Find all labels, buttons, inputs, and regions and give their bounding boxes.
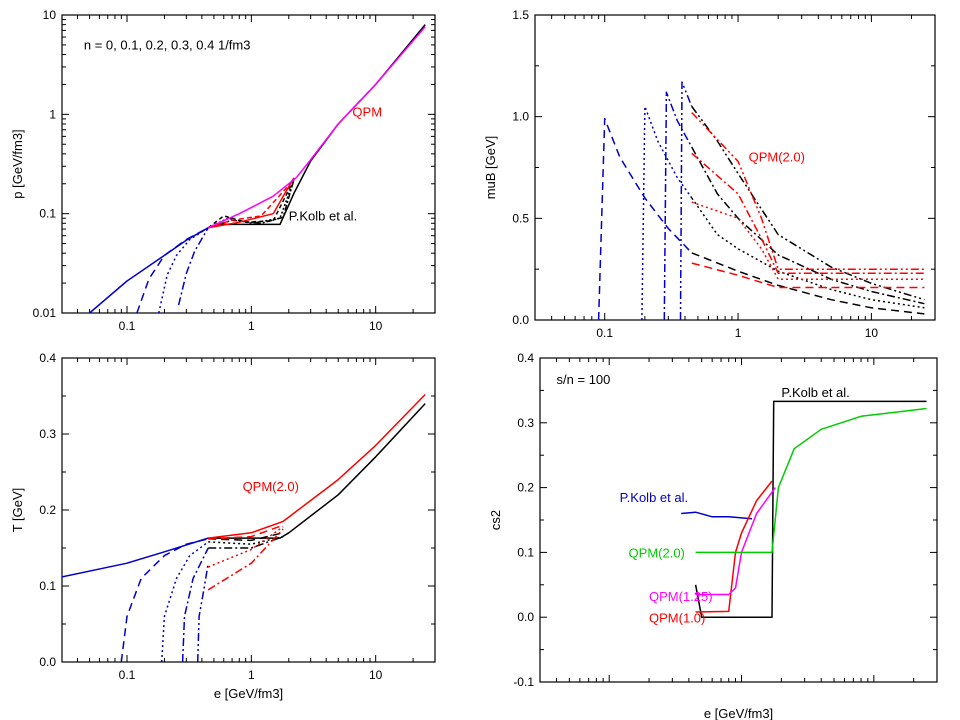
annotation-s-n-100: s/n = 100 <box>557 372 611 387</box>
plot-frame-p <box>61 14 436 314</box>
x-tick-label: 0.1 <box>596 326 613 340</box>
y-tick-label: 0.3 <box>39 427 56 441</box>
x-axis-label: e [GeV/fm3] <box>214 686 283 701</box>
series-line-muB-2 <box>663 91 693 320</box>
y-tick-label: 0.1 <box>39 579 56 593</box>
y-tick-label: 0.2 <box>39 503 56 517</box>
y-axis-label: p [GeV/fm3] <box>10 129 25 198</box>
x-axis-label: e [GeV/fm3] <box>704 706 773 720</box>
y-axis-label: T [GeV] <box>10 488 25 533</box>
series-line-muB-6 <box>691 146 925 305</box>
x-tick-label: 10 <box>865 326 879 340</box>
y-tick-label: 10 <box>43 8 57 22</box>
y-tick-label: 0.0 <box>512 313 529 327</box>
y-tick-label: 0.5 <box>512 211 529 225</box>
series-line-p-8 <box>208 177 295 229</box>
series-line-p-2 <box>158 227 209 313</box>
series-line-p-6 <box>207 179 295 229</box>
y-tick-label: 0.1 <box>517 545 534 559</box>
series-line-T-6 <box>208 532 284 542</box>
series-line-T-10 <box>208 524 284 540</box>
series-line-muB-9 <box>691 201 925 281</box>
y-tick-label: 0.3 <box>517 416 534 430</box>
y-tick-label: 0.0 <box>517 610 534 624</box>
y-axis-label: cs2 <box>488 510 503 530</box>
annotation-qpm: QPM <box>352 105 382 120</box>
y-tick-label: 1.5 <box>512 8 529 22</box>
series-line-muB-7 <box>691 106 925 301</box>
x-tick-label: 1 <box>248 668 255 682</box>
series-group-p <box>89 24 426 313</box>
annotation-qpm-1-25: QPM(1.25) <box>649 589 713 604</box>
series-line-T-4 <box>196 563 209 662</box>
annotation-qpm-2-0: QPM(2.0) <box>749 149 805 164</box>
series-line-muB-11 <box>691 112 925 270</box>
chart-panel-cs2: -0.1 0.0 0.1 0.2 0.3 0.4 cs2 e [GeV/fm3] s/n = 1… <box>488 351 938 720</box>
series-group-muB <box>597 81 925 320</box>
series-line-T-11 <box>207 526 284 568</box>
series-line-p-0 <box>89 227 209 313</box>
series-line-muB-10 <box>691 152 925 274</box>
series-line-cs2-1 <box>694 400 927 618</box>
series-line-T-1 <box>120 538 209 662</box>
series-line-cs2-4 <box>695 407 927 554</box>
series-line-muB-3 <box>679 81 693 320</box>
annotation-n-0-0-1-0-2-0-3-0-4-1-fm3: n = 0, 0.1, 0.2, 0.3, 0.4 1/fm3 <box>84 37 251 52</box>
series-line-p-3 <box>177 227 209 306</box>
x-tick-label: 0.1 <box>119 319 136 333</box>
annotation-qpm-1-0: QPM(1.0) <box>649 610 705 625</box>
annotation-p-kolb-et-al: P.Kolb et al. <box>620 490 688 505</box>
annotation-p-kolb-et-al: P.Kolb et al. <box>781 385 849 400</box>
series-line-T-9 <box>208 393 426 539</box>
x-tick-label: 10 <box>369 668 383 682</box>
x-tick-label: 0.1 <box>119 668 136 682</box>
series-line-p-9 <box>207 179 295 229</box>
series-line-muB-1 <box>641 105 693 320</box>
y-tick-label: 0.01 <box>33 306 57 320</box>
y-tick-label: 0.4 <box>517 351 534 365</box>
annotation-qpm-2-0: QPM(2.0) <box>243 479 299 494</box>
series-line-p-10 <box>207 26 426 229</box>
y-tick-label: -0.1 <box>513 675 534 689</box>
series-line-T-3 <box>181 547 209 662</box>
y-tick-label: 1 <box>49 107 56 121</box>
x-tick-label: 1 <box>735 326 742 340</box>
chart-panel-p: 0.1 1 10 0.01 0.1 1 10 p [GeV/fm3] n = 0, 0.1, 0… <box>10 8 436 333</box>
series-group-T <box>62 393 426 662</box>
series-line-cs2-2 <box>695 480 773 613</box>
x-tick-label: 10 <box>369 319 383 333</box>
series-line-muB-8 <box>691 262 925 289</box>
y-tick-label: 1.0 <box>512 110 529 124</box>
chart-panel-T: 0.1 1 10 0.0 0.1 0.2 0.3 0.4 T [GeV] e [GeV/fm3] Q… <box>10 351 436 701</box>
chart-panel-muB: 0.1 1 10 0.0 0.5 1.0 1.5 muB [GeV] QPM(2.0) <box>483 8 936 340</box>
series-line-muB-0 <box>597 117 693 320</box>
series-line-cs2-3 <box>695 487 776 596</box>
y-tick-label: 0.4 <box>39 351 56 365</box>
series-group-cs2 <box>681 400 927 618</box>
annotation-qpm-2-0: QPM(2.0) <box>629 546 685 561</box>
y-tick-label: 0.2 <box>517 481 534 495</box>
y-tick-label: 0.1 <box>39 207 56 221</box>
series-line-T-12 <box>207 528 284 591</box>
series-line-muB-4 <box>691 252 925 315</box>
x-tick-label: 1 <box>248 319 255 333</box>
annotation-p-kolb-et-al: P.Kolb et al. <box>289 209 357 224</box>
series-line-cs2-0 <box>681 511 753 520</box>
y-tick-label: 0.0 <box>39 655 56 669</box>
series-line-T-2 <box>160 541 209 662</box>
y-axis-label: muB [GeV] <box>483 136 498 200</box>
series-line-muB-5 <box>691 197 925 309</box>
